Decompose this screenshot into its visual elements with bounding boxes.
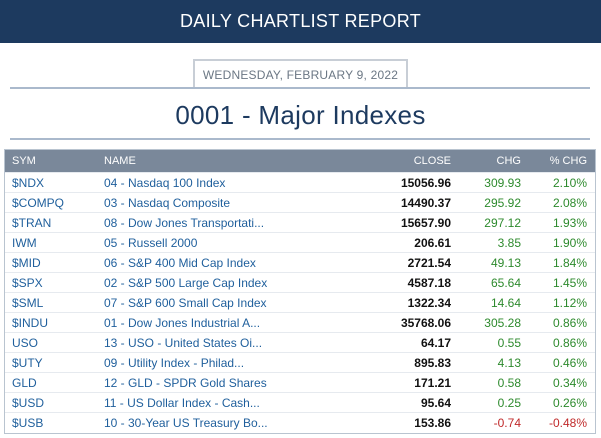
close-value: 206.61 xyxy=(414,235,451,250)
col-header-sym[interactable]: SYM xyxy=(12,155,36,167)
symbol-link[interactable]: $MID xyxy=(12,255,41,270)
chartlist-title: 0001 - Major Indexes xyxy=(0,96,601,134)
close-value: 95.64 xyxy=(420,395,451,410)
table-row[interactable]: $SPX 02 - S&P 500 Large Cap Index 4587.18 6… xyxy=(5,272,595,292)
change-value: 295.92 xyxy=(484,195,521,210)
table-row[interactable]: $COMPQ 03 - Nasdaq Composite 14490.37 295.9… xyxy=(5,192,595,212)
percent-change-value: 0.46% xyxy=(552,355,587,370)
change-value: 14.64 xyxy=(490,295,521,310)
symbol-link[interactable]: $NDX xyxy=(12,175,45,190)
close-value: 35768.06 xyxy=(400,315,451,330)
report-date-text: WEDNESDAY, FEBRUARY 9, 2022 xyxy=(202,67,399,82)
name-link[interactable]: 10 - 30-Year US Treasury Bo... xyxy=(104,415,268,430)
close-value: 1322.34 xyxy=(407,295,451,310)
percent-change-value: 0.26% xyxy=(552,395,587,410)
close-value: 15056.96 xyxy=(400,175,451,190)
percent-change-value: 0.34% xyxy=(552,375,587,390)
percent-change-value: 1.90% xyxy=(552,235,587,250)
table-header: SYM NAME CLOSE CHG % CHG xyxy=(5,150,595,172)
table-row[interactable]: $SML 07 - S&P 600 Small Cap Index 1322.34 1… xyxy=(5,292,595,312)
symbol-link[interactable]: $INDU xyxy=(12,315,49,330)
percent-change-value: -0.48% xyxy=(548,415,587,430)
change-value: 49.13 xyxy=(490,255,521,270)
close-value: 153.86 xyxy=(414,415,451,430)
close-value: 171.21 xyxy=(414,375,451,390)
change-value: 0.25 xyxy=(497,395,521,410)
change-value: -0.74 xyxy=(493,415,521,430)
col-header-close[interactable]: CLOSE xyxy=(413,155,451,167)
index-table: SYM NAME CLOSE CHG % CHG $NDX 04 - Nasdaq… xyxy=(4,149,596,434)
close-value: 64.17 xyxy=(420,335,451,350)
name-link[interactable]: 06 - S&P 400 Mid Cap Index xyxy=(104,255,256,270)
table-row[interactable]: $UTY 09 - Utility Index - Philad... 895.83… xyxy=(5,352,595,372)
change-value: 4.13 xyxy=(497,355,521,370)
percent-change-value: 1.93% xyxy=(552,215,587,230)
close-value: 895.83 xyxy=(414,355,451,370)
change-value: 3.85 xyxy=(497,235,521,250)
change-value: 309.93 xyxy=(484,175,521,190)
name-link[interactable]: 04 - Nasdaq 100 Index xyxy=(104,175,226,190)
report-header: DAILY CHARTLIST REPORT xyxy=(0,0,601,43)
name-link[interactable]: 05 - Russell 2000 xyxy=(104,235,198,250)
close-value: 4587.18 xyxy=(407,275,451,290)
symbol-link[interactable]: $UTY xyxy=(12,355,43,370)
table-row[interactable]: IWM 05 - Russell 2000 206.61 3.85 1.90% xyxy=(5,232,595,252)
symbol-link[interactable]: $USD xyxy=(12,395,45,410)
name-link[interactable]: 03 - Nasdaq Composite xyxy=(104,195,231,210)
symbol-link[interactable]: GLD xyxy=(12,375,37,390)
symbol-link[interactable]: $SML xyxy=(12,295,44,310)
table-row[interactable]: $NDX 04 - Nasdaq 100 Index 15056.96 309.93 2… xyxy=(5,172,595,192)
table-row[interactable]: $USD 11 - US Dollar Index - Cash... 95.64 0… xyxy=(5,392,595,412)
name-link[interactable]: 08 - Dow Jones Transportati... xyxy=(104,215,265,230)
name-link[interactable]: 11 - US Dollar Index - Cash... xyxy=(104,395,260,410)
change-value: 297.12 xyxy=(484,215,521,230)
col-header-name[interactable]: NAME xyxy=(104,155,136,167)
symbol-link[interactable]: IWM xyxy=(12,235,37,250)
percent-change-value: 1.84% xyxy=(552,255,587,270)
name-link[interactable]: 09 - Utility Index - Philad... xyxy=(104,355,245,370)
name-link[interactable]: 01 - Dow Jones Industrial A... xyxy=(104,315,261,330)
close-value: 14490.37 xyxy=(400,195,451,210)
symbol-link[interactable]: $SPX xyxy=(12,275,43,290)
change-value: 0.58 xyxy=(497,375,521,390)
col-header-chg[interactable]: CHG xyxy=(496,155,521,167)
table-row[interactable]: GLD 12 - GLD - SPDR Gold Shares 171.21 0.58… xyxy=(5,372,595,392)
percent-change-value: 2.08% xyxy=(552,195,587,210)
percent-change-value: 1.12% xyxy=(552,295,587,310)
divider-top xyxy=(10,87,590,89)
change-value: 0.55 xyxy=(497,335,521,350)
change-value: 65.64 xyxy=(490,275,521,290)
change-value: 305.28 xyxy=(484,315,521,330)
close-value: 2721.54 xyxy=(407,255,451,270)
close-value: 15657.90 xyxy=(400,215,451,230)
report-date: WEDNESDAY, FEBRUARY 9, 2022 xyxy=(193,59,408,88)
col-header-pct-chg[interactable]: % CHG xyxy=(549,155,587,167)
symbol-link[interactable]: $TRAN xyxy=(12,215,52,230)
table-row[interactable]: $USB 10 - 30-Year US Treasury Bo... 153.86… xyxy=(5,412,595,432)
symbol-link[interactable]: USO xyxy=(12,335,39,350)
report-header-title: DAILY CHARTLIST REPORT xyxy=(179,11,421,31)
table-row[interactable]: $MID 06 - S&P 400 Mid Cap Index 2721.54 49.… xyxy=(5,252,595,272)
divider-bottom xyxy=(10,138,590,140)
percent-change-value: 0.86% xyxy=(552,315,587,330)
percent-change-value: 2.10% xyxy=(552,175,587,190)
name-link[interactable]: 07 - S&P 600 Small Cap Index xyxy=(104,295,267,310)
name-link[interactable]: 02 - S&P 500 Large Cap Index xyxy=(104,275,268,290)
percent-change-value: 1.45% xyxy=(552,275,587,290)
table-row[interactable]: $TRAN 08 - Dow Jones Transportati... 15657… xyxy=(5,212,595,232)
symbol-link[interactable]: $COMPQ xyxy=(12,195,65,210)
table-body: $NDX 04 - Nasdaq 100 Index 15056.96 309.93 2… xyxy=(5,172,595,432)
percent-change-value: 0.86% xyxy=(552,335,587,350)
chartlist-title-text: 0001 - Major Indexes xyxy=(175,99,426,130)
name-link[interactable]: 13 - USO - United States Oi... xyxy=(104,335,263,350)
table-row[interactable]: USO 13 - USO - United States Oi... 64.17 0.… xyxy=(5,332,595,352)
symbol-link[interactable]: $USB xyxy=(12,415,44,430)
table-row[interactable]: $INDU 01 - Dow Jones Industrial A... 35768… xyxy=(5,312,595,332)
name-link[interactable]: 12 - GLD - SPDR Gold Shares xyxy=(104,375,267,390)
